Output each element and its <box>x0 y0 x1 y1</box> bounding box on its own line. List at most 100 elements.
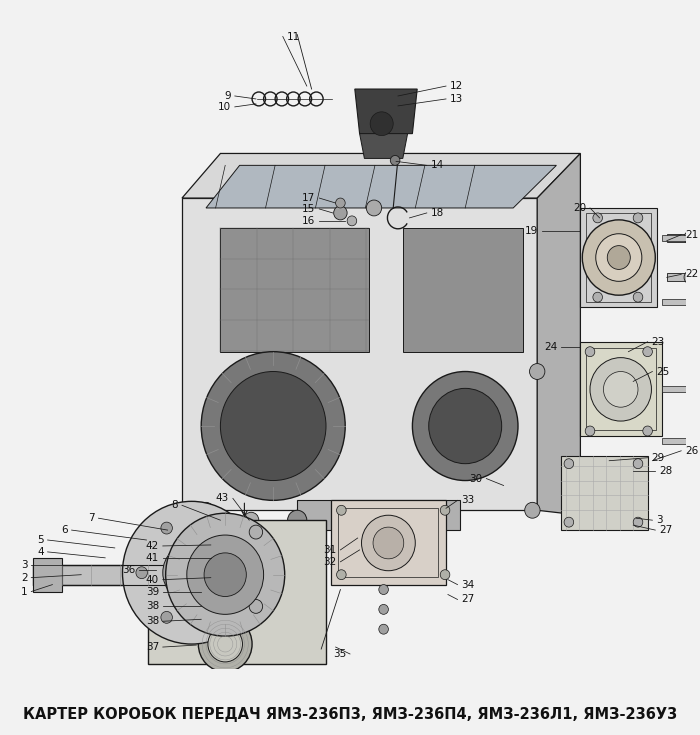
Circle shape <box>379 604 389 614</box>
Bar <box>561 456 648 530</box>
Polygon shape <box>298 501 461 530</box>
Circle shape <box>361 515 415 571</box>
Text: КАРТЕР КОРОБОК ПЕРЕДАЧ ЯМЗ-236П3, ЯМЗ-236П4, ЯМЗ-236Л1, ЯМЗ-236У3: КАРТЕР КОРОБОК ПЕРЕДАЧ ЯМЗ-236П3, ЯМЗ-23… <box>23 707 677 722</box>
Circle shape <box>220 371 326 481</box>
Circle shape <box>337 570 346 580</box>
Polygon shape <box>360 134 407 159</box>
Text: 34: 34 <box>461 580 475 589</box>
Bar <box>339 509 438 577</box>
Circle shape <box>634 459 643 469</box>
Bar <box>586 348 656 430</box>
Circle shape <box>249 525 262 539</box>
Polygon shape <box>182 154 580 198</box>
Circle shape <box>643 426 652 436</box>
Text: 31: 31 <box>323 545 337 555</box>
Circle shape <box>529 364 545 379</box>
Circle shape <box>440 570 450 580</box>
Text: 4: 4 <box>37 547 44 557</box>
Circle shape <box>593 213 603 223</box>
Text: 2: 2 <box>21 573 27 583</box>
Text: 41: 41 <box>146 553 159 563</box>
Text: 43: 43 <box>216 493 229 503</box>
Text: 9: 9 <box>224 91 231 101</box>
Text: 40: 40 <box>146 575 159 584</box>
Text: 28: 28 <box>659 466 673 476</box>
Circle shape <box>249 600 262 613</box>
Circle shape <box>379 584 389 595</box>
Text: 38: 38 <box>146 601 159 612</box>
Text: 25: 25 <box>656 367 669 376</box>
Circle shape <box>136 567 148 578</box>
Polygon shape <box>662 438 686 444</box>
Text: 33: 33 <box>461 495 475 506</box>
Circle shape <box>391 155 400 165</box>
Circle shape <box>564 517 574 527</box>
Circle shape <box>564 459 574 469</box>
Text: 35: 35 <box>333 649 346 659</box>
Text: 18: 18 <box>430 208 444 218</box>
Circle shape <box>334 206 347 220</box>
Circle shape <box>337 506 346 515</box>
Polygon shape <box>182 198 537 510</box>
Text: 27: 27 <box>659 525 673 535</box>
Circle shape <box>428 388 502 464</box>
Polygon shape <box>331 510 427 550</box>
Circle shape <box>585 347 595 356</box>
Circle shape <box>161 612 172 623</box>
Circle shape <box>122 501 260 644</box>
Circle shape <box>236 567 247 578</box>
Text: 12: 12 <box>450 81 463 91</box>
Text: 42: 42 <box>146 541 159 551</box>
Bar <box>580 208 657 307</box>
Circle shape <box>198 617 252 672</box>
Circle shape <box>187 535 264 614</box>
Polygon shape <box>402 228 523 351</box>
Circle shape <box>684 231 697 245</box>
Polygon shape <box>537 154 580 515</box>
Text: 13: 13 <box>450 94 463 104</box>
Text: 22: 22 <box>685 270 699 279</box>
Text: 21: 21 <box>685 230 699 240</box>
Circle shape <box>643 347 652 356</box>
Text: 38: 38 <box>146 616 159 626</box>
Text: 1: 1 <box>21 587 27 597</box>
Polygon shape <box>662 387 686 392</box>
Circle shape <box>634 517 643 527</box>
Text: 39: 39 <box>146 587 159 597</box>
Text: 36: 36 <box>122 564 135 575</box>
Circle shape <box>365 526 392 554</box>
Circle shape <box>440 506 450 515</box>
Text: 24: 24 <box>544 342 557 352</box>
Circle shape <box>216 589 244 620</box>
Polygon shape <box>355 89 417 134</box>
Text: 15: 15 <box>302 204 316 214</box>
Polygon shape <box>33 564 182 584</box>
Circle shape <box>355 515 402 564</box>
Circle shape <box>335 198 345 208</box>
Text: 14: 14 <box>430 160 444 171</box>
Circle shape <box>525 502 540 518</box>
Text: 29: 29 <box>652 453 665 463</box>
Text: 20: 20 <box>573 203 586 213</box>
Circle shape <box>244 512 259 528</box>
Text: 5: 5 <box>37 535 44 545</box>
Text: 3: 3 <box>21 560 27 570</box>
Circle shape <box>161 522 172 534</box>
Bar <box>586 213 652 302</box>
Text: 27: 27 <box>461 595 475 604</box>
Text: 6: 6 <box>61 525 68 535</box>
Polygon shape <box>667 273 691 282</box>
Circle shape <box>347 216 357 226</box>
Text: 10: 10 <box>218 102 231 112</box>
Text: 19: 19 <box>525 226 538 236</box>
Circle shape <box>370 112 393 136</box>
Circle shape <box>198 502 214 518</box>
Circle shape <box>211 612 223 623</box>
Circle shape <box>585 426 595 436</box>
Circle shape <box>590 358 652 421</box>
Circle shape <box>166 513 285 636</box>
Polygon shape <box>662 299 686 305</box>
Text: 11: 11 <box>286 32 300 41</box>
Text: 16: 16 <box>302 216 316 226</box>
Text: 26: 26 <box>685 446 699 456</box>
